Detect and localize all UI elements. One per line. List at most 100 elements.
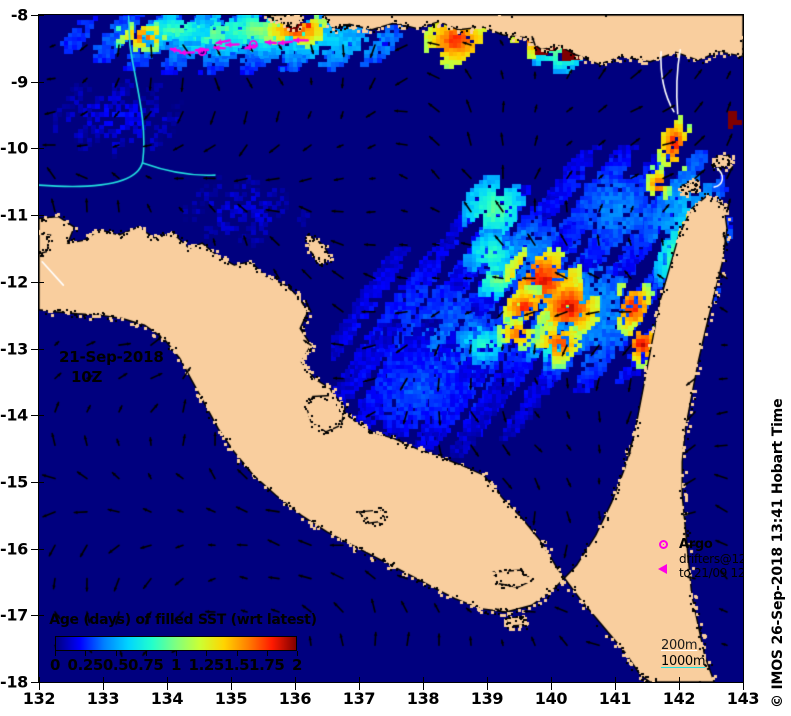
x-tick-inner xyxy=(39,677,40,683)
x-tick-label: 135 xyxy=(214,689,248,708)
y-tick-label: -9 xyxy=(10,72,28,92)
x-tick-inner xyxy=(487,677,488,683)
y-tick-inner xyxy=(38,215,44,216)
y-tick xyxy=(31,615,38,616)
argo-legend-line3: to 21/09 12Z xyxy=(679,566,743,580)
credit-label: © IMOS 26-Sep-2018 13:41 Hobart Time xyxy=(770,398,786,708)
x-tick xyxy=(615,683,616,690)
y-tick-label: -14 xyxy=(0,405,28,425)
map-plot-area[interactable]: 21-Sep-2018 10Z Argo drifters@12h to 21/… xyxy=(38,14,744,683)
x-tick xyxy=(167,683,168,690)
colorbar-tick-label: 2 xyxy=(291,656,303,674)
y-tick-inner xyxy=(38,349,44,350)
y-tick-label: -18 xyxy=(0,672,28,692)
colorbar-tick xyxy=(236,651,238,656)
y-tick-label: -17 xyxy=(0,605,28,625)
x-tick xyxy=(551,683,552,690)
y-tick-label: -13 xyxy=(0,339,28,359)
y-tick-label: -15 xyxy=(0,472,28,492)
x-tick-inner xyxy=(615,677,616,683)
x-tick xyxy=(487,683,488,690)
x-tick-label: 134 xyxy=(150,689,184,708)
x-tick-inner xyxy=(359,677,360,683)
colorbar-tick xyxy=(115,651,117,656)
y-tick xyxy=(31,148,38,149)
argo-legend-title: Argo xyxy=(679,537,713,552)
y-tick xyxy=(31,349,38,350)
colorbar-tick-label: 0.75 xyxy=(128,656,164,674)
drifter-arrow-icon xyxy=(658,564,667,574)
x-tick-label: 142 xyxy=(662,689,696,708)
x-tick-label: 132 xyxy=(22,689,56,708)
x-tick xyxy=(423,683,424,690)
colorbar-tick-label: 1.5 xyxy=(223,656,250,674)
y-tick-label: -16 xyxy=(0,539,28,559)
colorbar-ticks xyxy=(55,651,298,656)
colorbar-tick-label: 1.25 xyxy=(188,656,225,674)
y-tick xyxy=(31,682,38,683)
x-tick xyxy=(231,683,232,690)
colorbar-tick xyxy=(85,651,87,656)
bathymetry-depth-legend: 200m 1000m xyxy=(661,638,706,670)
y-tick-inner xyxy=(38,549,44,550)
x-tick-inner xyxy=(423,677,424,683)
colorbar-tick-label: 0.5 xyxy=(102,656,129,674)
date-label: 21-Sep-2018 xyxy=(59,348,164,366)
x-tick-label: 143 xyxy=(726,689,760,708)
y-tick-inner xyxy=(38,82,44,83)
y-tick-label: -8 xyxy=(10,5,28,25)
y-tick-inner xyxy=(38,15,44,16)
x-tick xyxy=(39,683,40,690)
argo-legend: Argo drifters@12h to 21/09 12Z xyxy=(657,537,743,580)
colorbar-tick xyxy=(176,651,177,656)
x-tick-label: 140 xyxy=(534,689,568,708)
colorbar-tick xyxy=(297,651,298,656)
y-tick-label: -10 xyxy=(0,138,28,158)
y-tick xyxy=(31,482,38,483)
colorbar-tick-label: 1 xyxy=(170,656,182,674)
colorbar-tick xyxy=(55,651,56,656)
x-tick-label: 137 xyxy=(342,689,376,708)
colorbar-gradient xyxy=(55,636,297,651)
colorbar-tick-label: 0 xyxy=(49,656,61,674)
x-tick-label: 139 xyxy=(470,689,504,708)
sst-age-map-canvas[interactable] xyxy=(39,15,743,682)
y-tick-label: -12 xyxy=(0,272,28,292)
colorbar-tick xyxy=(145,651,147,656)
x-tick-label: 141 xyxy=(598,689,632,708)
colorbar-tick xyxy=(206,651,208,656)
y-tick-inner xyxy=(38,615,44,616)
x-tick-inner xyxy=(743,677,744,683)
colorbar-tick-label: 1.75 xyxy=(249,656,285,674)
x-tick xyxy=(295,683,296,690)
y-tick xyxy=(31,82,38,83)
argo-legend-line2: drifters@12h xyxy=(679,552,743,566)
x-tick-inner xyxy=(167,677,168,683)
argo-marker-icon xyxy=(659,540,668,549)
date-time-stamp: 21-Sep-2018 10Z xyxy=(59,347,164,387)
y-tick-inner xyxy=(38,415,44,416)
y-tick xyxy=(31,215,38,216)
x-tick-inner xyxy=(679,677,680,683)
y-tick xyxy=(31,15,38,16)
y-tick-inner xyxy=(38,682,44,683)
x-tick xyxy=(743,683,744,690)
colorbar-tick-label: 0.25 xyxy=(67,656,104,674)
y-tick-label: -11 xyxy=(0,205,28,225)
y-tick xyxy=(31,415,38,416)
x-tick-inner xyxy=(231,677,232,683)
credit-text-vertical: © IMOS 26-Sep-2018 13:41 Hobart Time xyxy=(767,378,789,708)
x-tick xyxy=(103,683,104,690)
depth-label-200m: 200m xyxy=(661,638,698,653)
time-label: 10Z xyxy=(71,368,103,386)
colorbar-tick-labels: 0 0.25 0.5 0.75 1 1.25 1.5 1.75 2 xyxy=(50,656,302,676)
y-tick-inner xyxy=(38,282,44,283)
x-tick-inner xyxy=(103,677,104,683)
colorbar-tick xyxy=(266,651,268,656)
x-tick-label: 133 xyxy=(86,689,120,708)
x-tick xyxy=(679,683,680,690)
y-tick-inner xyxy=(38,482,44,483)
x-tick-label: 136 xyxy=(278,689,312,708)
x-tick-label: 138 xyxy=(406,689,440,708)
